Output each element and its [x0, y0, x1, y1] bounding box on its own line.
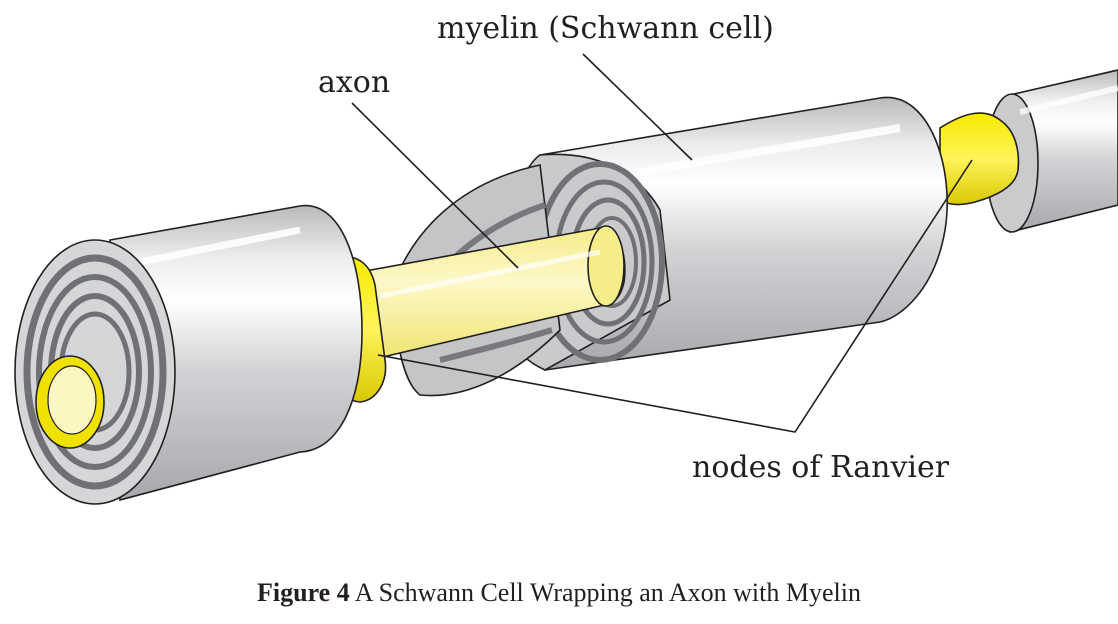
myelin-leader-line	[582, 53, 693, 161]
node-of-ranvier-right	[939, 112, 1020, 206]
figure-caption: Figure 4 A Schwann Cell Wrapping an Axon…	[0, 578, 1118, 608]
myelin-label: myelin (Schwann cell)	[437, 11, 774, 46]
nodes-leader-line	[377, 159, 973, 433]
figure-number: Figure 4	[257, 578, 350, 607]
label-axon: axon	[318, 65, 519, 269]
label-myelin: myelin (Schwann cell)	[437, 11, 774, 161]
axon	[359, 225, 626, 361]
axon-leader-line	[351, 102, 519, 269]
axon-label: axon	[318, 65, 390, 100]
figure-caption-text: A Schwann Cell Wrapping an Axon with Mye…	[354, 578, 861, 607]
nodes-label: nodes of Ranvier	[692, 450, 950, 485]
label-nodes: nodes of Ranvier	[377, 159, 973, 485]
myelin-segment-left	[14, 204, 363, 505]
